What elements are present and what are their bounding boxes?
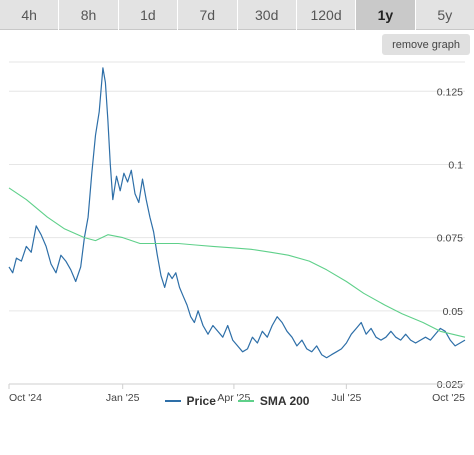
- y-tick-label: 0.025: [437, 379, 463, 391]
- legend-swatch-price: [164, 400, 181, 402]
- x-tick-label: Oct '24: [9, 392, 42, 404]
- tab-30d[interactable]: 30d: [237, 0, 296, 30]
- y-tick-label: 0.075: [437, 233, 463, 245]
- timeframe-tabs: 4h 8h 1d 7d 30d 120d 1y 5y: [0, 0, 474, 30]
- legend-label-price: Price: [186, 394, 216, 408]
- y-tick-label: 0.125: [437, 86, 463, 98]
- legend-item-sma[interactable]: SMA 200: [237, 394, 310, 408]
- tab-120d[interactable]: 120d: [296, 0, 356, 30]
- x-tick-label: Oct '25: [432, 392, 465, 404]
- sma-200-series-line: [8, 187, 466, 338]
- y-tick-label: 0.1: [448, 159, 463, 171]
- legend-swatch-sma: [237, 400, 254, 402]
- tab-8h[interactable]: 8h: [59, 0, 118, 30]
- tab-1d[interactable]: 1d: [118, 0, 178, 30]
- y-tick-label: 0.05: [443, 306, 464, 318]
- legend-item-price[interactable]: Price: [164, 394, 216, 408]
- legend-label-sma: SMA 200: [259, 394, 310, 408]
- price-series-line: [8, 67, 466, 359]
- chart-legend: Price SMA 200: [0, 392, 474, 410]
- tab-7d[interactable]: 7d: [178, 0, 237, 30]
- x-tick-label: Jul '25: [331, 392, 361, 404]
- remove-graph-button[interactable]: remove graph: [382, 34, 470, 55]
- tab-4h[interactable]: 4h: [0, 0, 59, 30]
- tab-1y[interactable]: 1y: [356, 0, 415, 30]
- tab-5y[interactable]: 5y: [415, 0, 474, 30]
- x-tick-label: Jan '25: [106, 392, 140, 404]
